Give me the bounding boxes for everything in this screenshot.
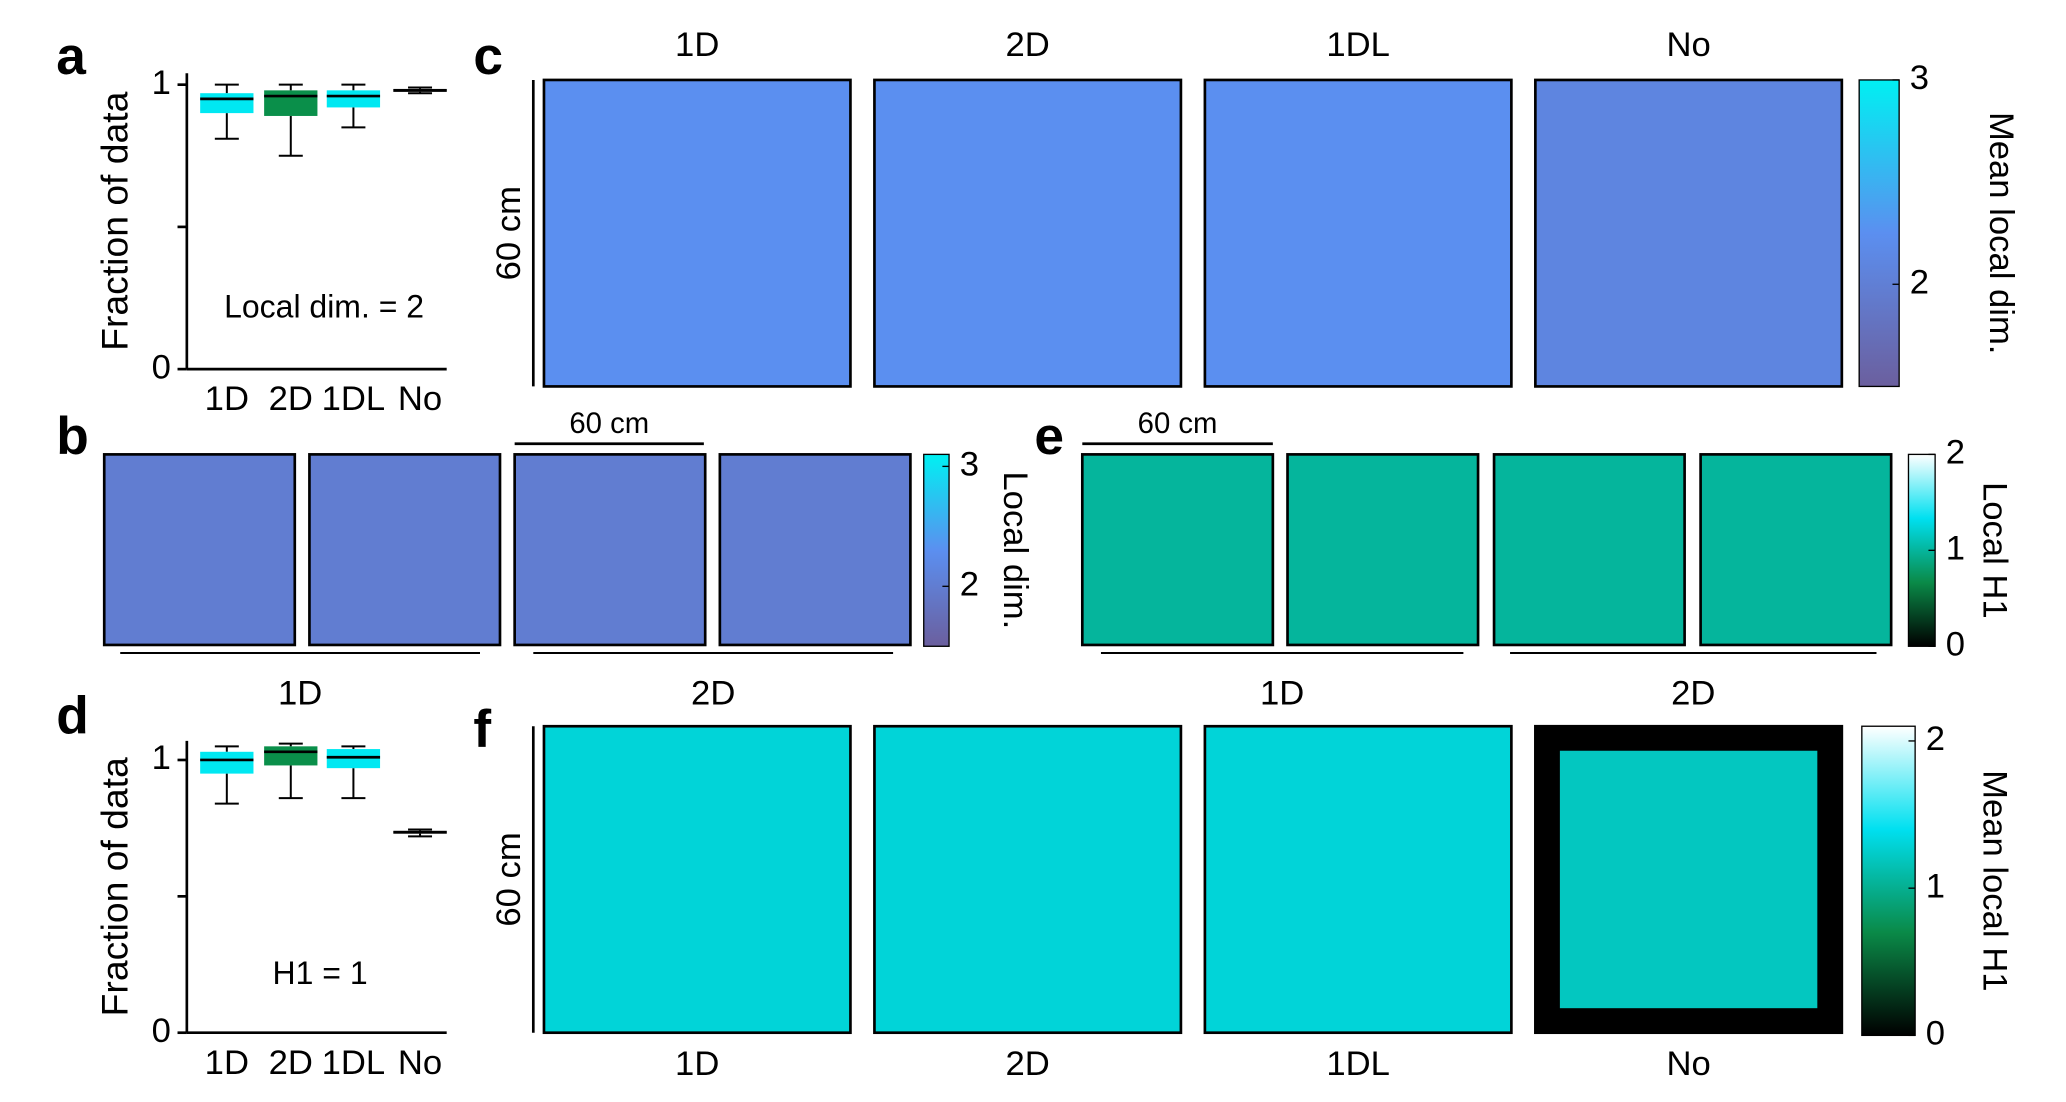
y-tick-label: 1 <box>152 64 171 102</box>
map-title: 2D <box>1006 26 1050 64</box>
panel-letter: c <box>473 27 503 86</box>
scale-label: 60 cm <box>490 186 528 280</box>
scale-label: 60 cm <box>490 832 528 926</box>
colorbar-tick-label: 3 <box>960 446 979 484</box>
colorbar-tick-label: 3 <box>1910 59 1929 97</box>
x-tick-label: No <box>398 380 442 418</box>
y-axis-label: Fraction of data <box>93 757 135 1016</box>
map <box>542 724 852 1035</box>
map <box>102 453 297 647</box>
map <box>308 453 502 647</box>
x-tick-label: 2D <box>269 380 313 418</box>
map <box>1559 750 1818 1009</box>
map-title: 1D <box>675 1045 719 1083</box>
map <box>873 78 1183 388</box>
box <box>264 746 318 766</box>
map-frame <box>1534 724 1844 1035</box>
x-tick-label: 1DL <box>322 380 386 418</box>
box <box>326 90 381 108</box>
colorbar-tick-label: 2 <box>1946 434 1965 472</box>
map <box>718 453 912 647</box>
colorbar-tick-label: 1 <box>1926 867 1945 905</box>
x-tick-label: 2D <box>269 1044 313 1082</box>
group-label: 2D <box>691 675 735 713</box>
annotation: H1 = 1 <box>273 955 368 991</box>
x-tick-label: No <box>398 1044 442 1082</box>
map <box>1699 453 1893 647</box>
map <box>1534 78 1844 388</box>
box <box>200 751 254 774</box>
colorbar-tick-label: 0 <box>1926 1015 1945 1053</box>
panel-letter: f <box>473 700 491 759</box>
map <box>542 78 852 388</box>
map <box>1203 78 1513 388</box>
colorbar-tick-label: 0 <box>1946 625 1965 663</box>
map <box>1080 453 1275 647</box>
colorbar-label: Mean local dim. <box>1982 112 2020 354</box>
y-tick-label: 0 <box>152 1012 171 1050</box>
y-tick-label: 1 <box>152 739 171 777</box>
x-tick-label: 1D <box>205 1044 249 1082</box>
y-axis-label: Fraction of data <box>93 91 135 350</box>
colorbar-label: Local dim. <box>996 471 1034 629</box>
box <box>264 90 318 116</box>
map-title: 1D <box>675 26 719 64</box>
colorbar-tick-label: 2 <box>1926 720 1945 758</box>
x-tick-label: 1DL <box>322 1044 386 1082</box>
colorbar-tick-label: 2 <box>960 565 979 603</box>
colorbar <box>1861 725 1916 1037</box>
group-label: 1D <box>1260 675 1304 713</box>
colorbar <box>1858 79 1900 388</box>
colorbar-label: Mean local H1 <box>1975 770 2013 991</box>
map-title: 1DL <box>1326 1045 1390 1083</box>
colorbar-tick-label: 2 <box>1910 263 1929 301</box>
colorbar-tick-label: 1 <box>1946 529 1965 567</box>
map <box>513 453 707 647</box>
map-title: No <box>1666 26 1710 64</box>
scale-label: 60 cm <box>1138 407 1218 440</box>
map-title: 2D <box>1006 1045 1050 1083</box>
x-tick-label: 1D <box>205 380 249 418</box>
box <box>200 93 254 114</box>
map-title: 1DL <box>1326 26 1390 64</box>
colorbar <box>923 453 950 647</box>
y-tick-label: 0 <box>152 348 171 386</box>
colorbar-label: Local H1 <box>1975 482 2013 619</box>
map-title: No <box>1666 1045 1710 1083</box>
panel-letter: b <box>56 407 89 466</box>
map <box>1203 724 1513 1035</box>
panel-letter: e <box>1034 407 1064 466</box>
map <box>1286 453 1480 647</box>
map <box>1492 453 1686 647</box>
annotation: Local dim. = 2 <box>224 289 424 325</box>
panel-letter: d <box>56 687 89 746</box>
group-label: 1D <box>278 675 322 713</box>
panel-letter: a <box>56 27 86 86</box>
map <box>873 724 1183 1035</box>
scale-label: 60 cm <box>569 407 649 440</box>
group-label: 2D <box>1671 675 1715 713</box>
box <box>326 749 381 769</box>
